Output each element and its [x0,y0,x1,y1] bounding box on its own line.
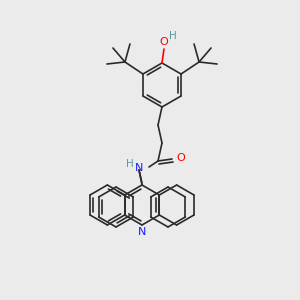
Text: N: N [135,163,143,173]
Text: H: H [126,159,134,169]
Text: N: N [138,227,146,237]
Text: H: H [169,31,177,41]
Text: O: O [176,153,185,163]
Text: O: O [160,37,168,47]
